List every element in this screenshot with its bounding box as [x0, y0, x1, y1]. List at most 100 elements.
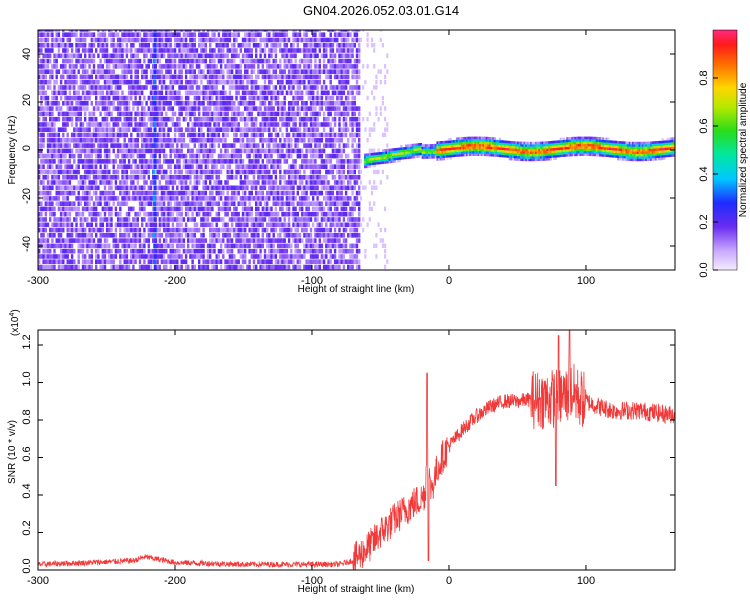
heatmap-cell	[303, 53, 306, 59]
heatmap-cell	[248, 111, 251, 117]
heatmap-cell	[198, 37, 201, 43]
heatmap-cell	[239, 153, 242, 159]
heatmap-cell	[55, 69, 58, 74]
heatmap-cell	[307, 58, 310, 64]
heatmap-cell	[64, 43, 67, 48]
heatmap-cell	[211, 74, 214, 80]
heatmap-cell	[66, 58, 69, 64]
heatmap-cell	[241, 222, 245, 228]
heatmap-cell	[51, 138, 54, 143]
heatmap-cell	[266, 211, 269, 217]
heatmap-cell	[261, 58, 264, 64]
heatmap-cell	[152, 90, 155, 96]
heatmap-cell	[237, 85, 240, 90]
heatmap-cell	[204, 238, 207, 243]
heatmap-cell	[184, 169, 188, 175]
heatmap-cell	[165, 95, 168, 101]
heatmap-cell	[235, 264, 238, 270]
heatmap-cell	[119, 248, 122, 254]
heatmap-cell	[327, 248, 330, 254]
heatmap-cell	[62, 116, 65, 122]
heatmap-cell	[95, 148, 98, 154]
heatmap-cell	[182, 175, 186, 180]
heatmap-cell	[116, 196, 120, 201]
heatmap-cell	[68, 222, 72, 228]
heatmap-cell	[79, 196, 82, 201]
heatmap-cell	[211, 132, 214, 138]
heatmap-cell	[290, 127, 293, 132]
heatmap-cell	[285, 90, 289, 96]
heatmap-cell	[189, 132, 192, 138]
heatmap-cell	[81, 106, 85, 111]
heatmap-cell	[97, 238, 100, 243]
heatmap-cell	[57, 48, 61, 53]
heatmap-cell	[309, 233, 313, 238]
heatmap-cell	[40, 169, 43, 175]
heatmap-cell	[105, 43, 109, 48]
heatmap-cell	[283, 58, 286, 64]
heatmap-cell	[219, 43, 223, 48]
heatmap-cell	[169, 190, 172, 196]
heatmap-cell	[202, 233, 205, 238]
heatmap-cell	[53, 127, 56, 132]
heatmap-cell	[180, 101, 183, 106]
heatmap-cell	[46, 101, 50, 106]
heatmap-cell	[287, 69, 291, 74]
heatmap-cell	[66, 164, 69, 169]
heatmap-cell	[75, 264, 78, 270]
heatmap-cell	[198, 238, 201, 243]
heatmap-cell	[213, 233, 216, 238]
heatmap-cell	[141, 233, 144, 238]
heatmap-cell	[266, 206, 269, 212]
heatmap-cell	[209, 238, 212, 243]
heatmap-cell	[217, 95, 221, 101]
heatmap-cell	[230, 143, 234, 148]
heatmap-cell	[195, 238, 199, 243]
heatmap-cell	[244, 227, 247, 233]
heatmap-cell	[290, 74, 293, 80]
heatmap-cell	[121, 90, 124, 96]
heatmap-cell	[198, 106, 201, 111]
heatmap-cell	[248, 101, 251, 106]
heatmap-cell	[99, 190, 102, 196]
heatmap-cell	[147, 196, 150, 201]
heatmap-cell	[132, 227, 135, 233]
heatmap-cell	[57, 111, 61, 117]
heatmap-cell	[314, 259, 317, 264]
heatmap-cell	[266, 254, 269, 259]
heatmap-cell	[51, 90, 54, 96]
heatmap-cell	[270, 159, 273, 164]
heatmap-cell	[226, 43, 229, 48]
heatmap-cell	[123, 222, 126, 228]
heatmap-cell	[312, 259, 315, 264]
heatmap-cell	[325, 233, 328, 238]
heatmap-cell	[165, 43, 168, 48]
heatmap-cell	[156, 90, 159, 96]
heatmap-cell	[224, 222, 227, 228]
heatmap-cell	[138, 122, 142, 127]
heatmap-cell	[66, 111, 69, 117]
heatmap-cell	[325, 69, 328, 74]
heatmap-cell	[191, 53, 194, 59]
heatmap-cell	[79, 138, 82, 143]
heatmap-cell	[51, 132, 54, 138]
heatmap-cell	[119, 43, 122, 48]
heatmap-cell	[200, 101, 203, 106]
heatmap-cell	[224, 90, 227, 96]
heatmap-cell	[268, 238, 271, 243]
heatmap-cell	[84, 53, 87, 59]
heatmap-cell	[136, 148, 139, 154]
heatmap-cell	[268, 190, 271, 196]
heatmap-cell	[266, 153, 269, 159]
heatmap-cell	[244, 132, 247, 138]
heatmap-cell	[105, 74, 109, 80]
heatmap-cell	[66, 180, 69, 185]
heatmap-cell	[305, 53, 308, 59]
heatmap-cell	[239, 227, 242, 233]
heatmap-cell	[136, 227, 139, 233]
heatmap-cell	[303, 138, 306, 143]
heatmap-cell	[272, 43, 275, 48]
heatmap-cell	[261, 175, 264, 180]
heatmap-cell	[320, 101, 324, 106]
heatmap-cell	[59, 238, 63, 243]
